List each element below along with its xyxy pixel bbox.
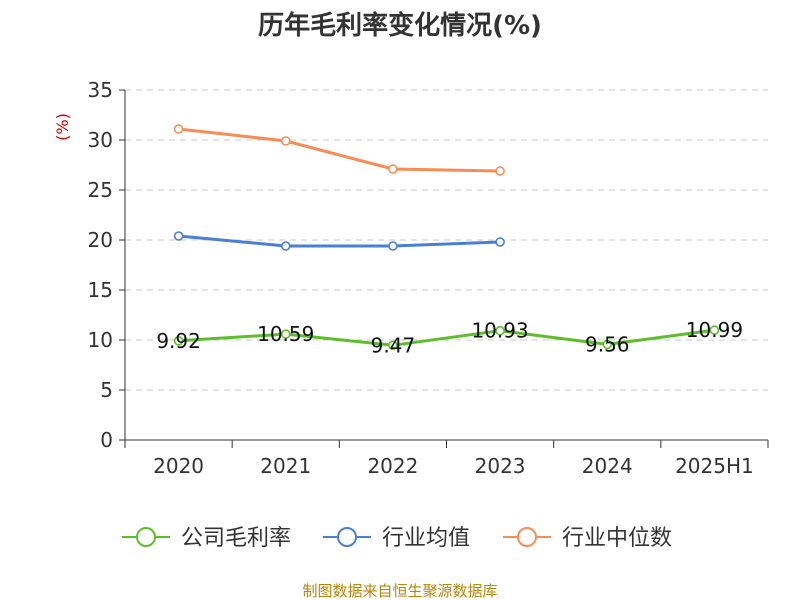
y-tick-label: 20 <box>88 228 113 252</box>
data-point <box>388 241 398 251</box>
data-point <box>173 124 184 134</box>
x-tick-label: 2021 <box>260 454 311 478</box>
legend-label: 行业均值 <box>382 526 470 551</box>
legend-label: 公司毛利率 <box>181 526 291 551</box>
data-point <box>495 325 505 336</box>
y-tick-label: 10 <box>88 328 113 352</box>
data-point <box>173 231 184 241</box>
data-point <box>388 340 398 351</box>
y-tick-label: 5 <box>100 378 113 402</box>
series-line-1 <box>178 328 715 347</box>
data-point <box>173 335 184 346</box>
data-label: 10.93 <box>471 319 528 343</box>
y-tick-label: 25 <box>88 178 113 202</box>
data-label: 9.56 <box>585 332 630 356</box>
y-tick-label: 30 <box>88 128 113 152</box>
axes <box>119 89 769 448</box>
x-tick-label: 2020 <box>153 454 204 478</box>
legend: 公司毛利率 行业均值 行业中位数 <box>122 526 672 551</box>
data-point <box>709 325 720 335</box>
data-labels: 9.92 10.59 9.47 10.93 9.56 10.99 <box>156 318 743 357</box>
series-group <box>173 124 720 351</box>
x-tick-label: 2025H1 <box>675 454 754 478</box>
data-point <box>280 136 291 146</box>
x-tick-label: 2023 <box>475 454 526 478</box>
legend-label: 行业中位数 <box>562 526 672 551</box>
x-tick-label: 2022 <box>367 454 418 478</box>
y-tick-label: 35 <box>88 78 113 102</box>
x-tick-label: 2024 <box>582 454 633 478</box>
series-line-3 <box>178 127 501 173</box>
data-point <box>495 237 505 247</box>
y-tick-label: 15 <box>88 278 113 302</box>
y-axis-label: (%) <box>53 113 72 141</box>
legend-marker <box>136 527 156 547</box>
source-note: 制图数据来自恒生聚源数据库 <box>302 582 497 600</box>
legend-marker <box>337 527 357 547</box>
series-line-2 <box>178 234 501 248</box>
data-label: 10.99 <box>686 318 743 342</box>
data-point <box>388 164 398 174</box>
legend-marker <box>517 527 537 547</box>
x-tick-labels: 2020 2021 2022 2023 2024 2025H1 <box>153 454 754 478</box>
data-label: 9.92 <box>156 329 201 353</box>
chart-title: 历年毛利率变化情况(%) <box>258 10 542 41</box>
data-point <box>495 166 505 176</box>
data-point <box>280 241 291 251</box>
data-point <box>602 339 613 350</box>
data-label: 9.47 <box>371 333 416 357</box>
data-point <box>280 329 291 339</box>
y-tick-label: 0 <box>100 428 113 452</box>
grid-lines <box>125 89 768 391</box>
y-tick-labels: 0 5 10 15 20 25 30 35 <box>88 78 113 452</box>
data-label: 10.59 <box>257 322 314 346</box>
